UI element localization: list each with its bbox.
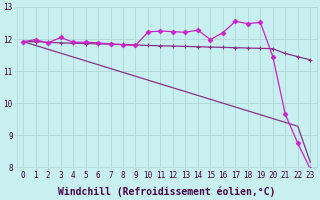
X-axis label: Windchill (Refroidissement éolien,°C): Windchill (Refroidissement éolien,°C)	[58, 186, 276, 197]
